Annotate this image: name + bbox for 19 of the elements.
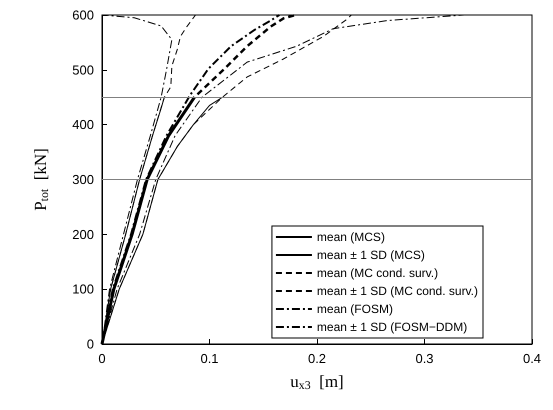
y-tick-label: 400 — [72, 117, 94, 132]
legend-label: mean (MCS) — [316, 230, 385, 244]
legend-label: mean ± 1 SD (FOSM−DDM) — [316, 320, 468, 334]
legend-label: mean (FOSM) — [316, 302, 393, 316]
legend-label: mean (MC cond. surv.) — [316, 266, 438, 280]
y-tick-label: 100 — [72, 282, 94, 297]
legend-label: mean ± 1 SD (MC cond. surv.) — [316, 284, 478, 298]
y-tick-label: 600 — [72, 8, 94, 22]
x-tick-label: 0 — [98, 351, 106, 366]
x-tick-label: 0.4 — [522, 351, 542, 366]
x-tick-label: 0.1 — [200, 351, 219, 366]
y-tick-label: 300 — [72, 172, 94, 187]
y-axis-title: Ptot [kN] — [31, 148, 51, 211]
legend-label: mean ± 1 SD (MCS) — [316, 248, 425, 262]
y-tick-label: 0 — [86, 336, 94, 352]
x-tick-label: 0.3 — [415, 351, 434, 366]
y-tick-label: 500 — [72, 62, 94, 78]
x-tick-label: 0.2 — [308, 351, 326, 366]
y-tick-label: 200 — [72, 226, 94, 242]
